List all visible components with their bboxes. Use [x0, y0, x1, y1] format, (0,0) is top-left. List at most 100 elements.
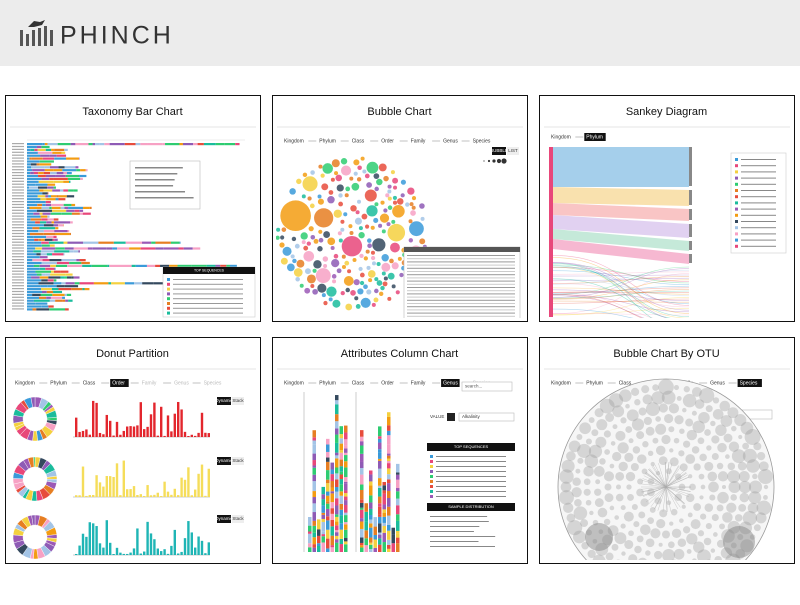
button-label[interactable]: Stack: [232, 398, 244, 403]
logo-text[interactable]: PHINCH: [60, 22, 174, 50]
column: [191, 435, 193, 437]
bar-seg: [34, 224, 44, 226]
breadcrumb[interactable]: Phylum: [50, 380, 67, 386]
breadcrumb[interactable]: Family: [411, 138, 426, 144]
bar-seg: [169, 265, 177, 267]
bar-seg: [41, 242, 49, 244]
column-seg: [369, 523, 373, 527]
card-frame[interactable]: [6, 338, 261, 564]
otu-bubble: [652, 384, 659, 391]
column: [119, 435, 121, 437]
breadcrumb[interactable]: Order: [112, 380, 125, 386]
breadcrumb[interactable]: Phylum: [586, 134, 603, 140]
breadcrumb[interactable]: Kingdom: [284, 380, 304, 386]
breadcrumb[interactable]: Class: [352, 138, 365, 144]
button-label[interactable]: Stack: [232, 516, 244, 521]
breadcrumb[interactable]: Kingdom: [551, 134, 571, 140]
column-seg: [378, 488, 382, 497]
bar-seg: [55, 227, 58, 229]
card[interactable]: Bubble Chart Kingdom Phylum Class Order Famil…: [273, 96, 528, 322]
column-seg: [383, 542, 387, 552]
card-title[interactable]: Donut Partition: [96, 348, 169, 360]
column: [82, 534, 84, 555]
bubble: [342, 255, 346, 259]
breadcrumb[interactable]: Genus: [710, 380, 725, 386]
breadcrumb[interactable]: Order: [381, 138, 394, 144]
breadcrumb[interactable]: Genus: [443, 138, 458, 144]
otu-bubble: [651, 462, 655, 466]
breadcrumb[interactable]: Phylum: [586, 380, 603, 386]
breadcrumb[interactable]: Class: [352, 380, 365, 386]
bar-seg: [141, 247, 156, 249]
column: [102, 487, 104, 497]
bar-seg: [45, 274, 50, 276]
card-title[interactable]: Taxonomy Bar Chart: [82, 106, 182, 118]
breadcrumb[interactable]: Kingdom: [551, 380, 571, 386]
otu-bubble: [604, 519, 610, 525]
card[interactable]: Sankey Diagram Kingdom Phylum: [540, 96, 795, 330]
bar-seg: [46, 204, 51, 206]
card-title[interactable]: Attributes Column Chart: [341, 348, 458, 360]
column-seg: [378, 486, 382, 488]
card-title[interactable]: Bubble Chart By OTU: [613, 348, 719, 360]
otu-bubble: [628, 530, 634, 536]
row-tick: [12, 303, 24, 304]
breadcrumb[interactable]: Genus: [174, 380, 189, 386]
breadcrumb[interactable]: Phylum: [319, 138, 336, 144]
column-seg: [387, 425, 391, 431]
row-tick: [12, 160, 24, 161]
card[interactable]: Donut Partition Kingdom Phylum Class Order Fa…: [6, 338, 261, 564]
table-row: [407, 293, 515, 294]
bar-seg: [82, 265, 92, 267]
breadcrumb[interactable]: Family: [411, 380, 426, 386]
breadcrumb[interactable]: Kingdom: [15, 380, 35, 386]
card[interactable]: Attributes Column Chart Kingdom Phylum Clas…: [273, 338, 528, 564]
column-seg: [322, 531, 326, 534]
breadcrumb[interactable]: Kingdom: [284, 138, 304, 144]
dist-line: [430, 546, 495, 547]
breadcrumb[interactable]: Order: [381, 380, 394, 386]
column-seg: [313, 465, 317, 467]
bubble: [321, 183, 328, 190]
column-seg: [313, 533, 317, 537]
column-seg: [313, 537, 317, 544]
card[interactable]: Bubble Chart By OTUKingdomPhylumClassOrd…: [540, 338, 795, 596]
button-label[interactable]: Dynamic: [215, 458, 233, 463]
attribute-value[interactable]: Alkalinity: [462, 414, 481, 419]
otu-bubble: [695, 399, 705, 409]
breadcrumb[interactable]: Species: [740, 380, 758, 386]
column: [167, 554, 169, 555]
bubble: [317, 246, 322, 251]
bar-seg: [27, 303, 36, 305]
bar-seg: [43, 213, 51, 215]
column-seg: [378, 545, 382, 552]
bar-seg: [29, 187, 38, 189]
column-seg: [340, 434, 344, 438]
value-toggle[interactable]: [447, 413, 455, 421]
breadcrumb[interactable]: Class: [83, 380, 96, 386]
bar-seg: [54, 279, 57, 281]
button-label[interactable]: Stack: [232, 458, 244, 463]
card-title[interactable]: Bubble Chart: [367, 106, 431, 118]
breadcrumb[interactable]: Phylum: [319, 380, 336, 386]
button-label[interactable]: BUBBLE: [490, 148, 508, 153]
button-label[interactable]: Dynamic: [215, 516, 233, 521]
bar-seg: [27, 247, 35, 249]
button-label[interactable]: LIST: [508, 148, 518, 153]
breadcrumb[interactable]: Genus: [443, 380, 458, 386]
card-title[interactable]: Sankey Diagram: [626, 106, 707, 118]
column-seg: [378, 461, 382, 469]
column-seg: [340, 523, 344, 529]
search-placeholder[interactable]: search...: [465, 384, 482, 389]
breadcrumb[interactable]: Family: [142, 380, 157, 386]
bar-seg: [64, 149, 67, 151]
column: [109, 543, 111, 555]
size-key: [497, 159, 501, 163]
column: [82, 467, 84, 497]
breadcrumb[interactable]: Species: [473, 138, 491, 144]
button-label[interactable]: Dynamic: [215, 398, 233, 403]
breadcrumb[interactable]: Species: [204, 380, 222, 386]
column-seg: [344, 524, 348, 529]
bubble: [301, 232, 308, 239]
